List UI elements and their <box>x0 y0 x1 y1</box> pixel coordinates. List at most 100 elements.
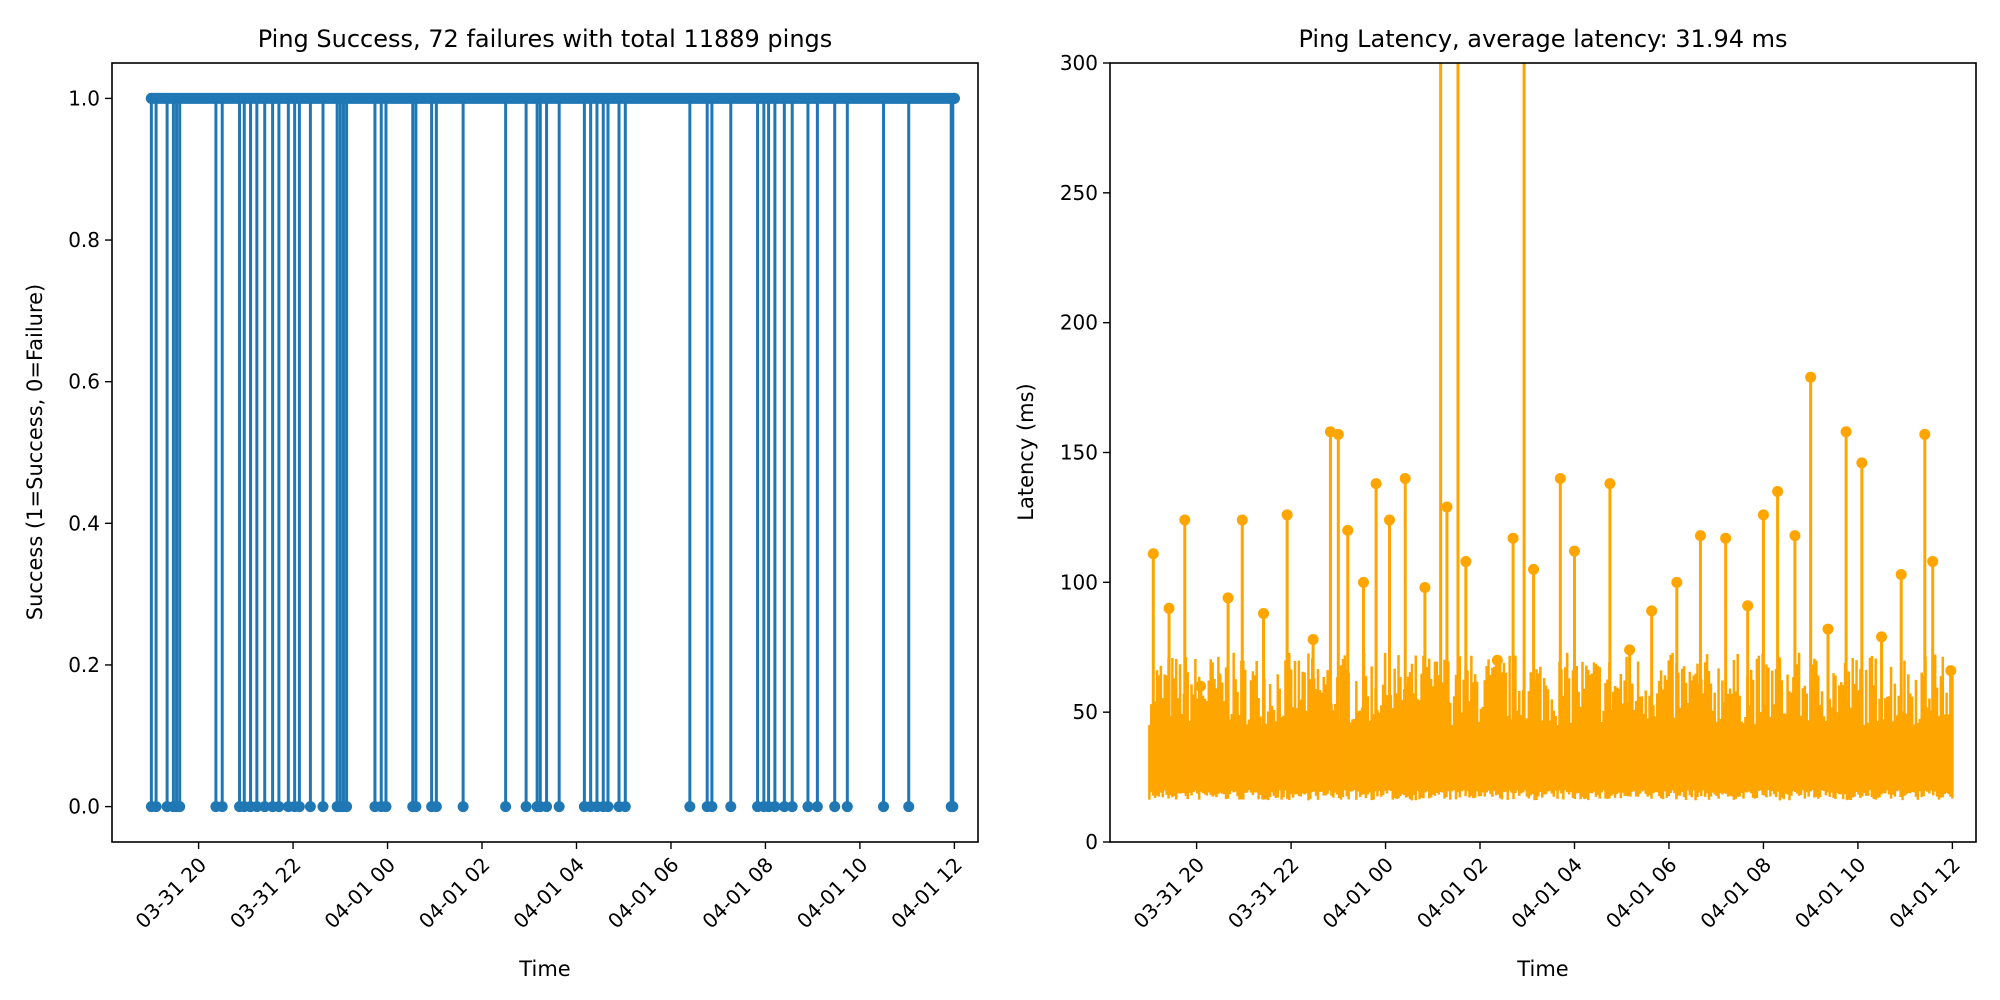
success-x-tick-label: 04-01 02 <box>414 853 495 934</box>
success-axes-frame <box>111 62 979 843</box>
latency-spike-point <box>1919 428 1931 440</box>
latency-y-axis-label: Latency (ms) <box>1014 383 1038 520</box>
failure-point <box>304 801 316 813</box>
latency-y-tick-label: 150 <box>1060 441 1098 465</box>
latency-spike-point <box>1222 592 1234 604</box>
failure-point <box>216 801 228 813</box>
failure-point <box>878 801 890 813</box>
latency-spike-point <box>1840 426 1852 438</box>
latency-y-tick-label: 100 <box>1060 570 1098 594</box>
latency-spike-point <box>1805 371 1817 383</box>
failure-point <box>706 801 718 813</box>
latency-y-tick-label: 200 <box>1060 311 1098 335</box>
latency-chart: 0 50 100 150 200 250 300 03-31 20 03-31 22 04-01… <box>1014 25 1977 981</box>
latency-spike-point <box>1281 509 1293 521</box>
latency-y-tick-label: 300 <box>1060 51 1098 75</box>
latency-spike-point <box>1399 472 1411 484</box>
latency-x-tick-label: 04-01 00 <box>1318 853 1399 934</box>
failure-point <box>619 801 631 813</box>
failure-point <box>174 801 186 813</box>
latency-spike-point <box>1491 654 1503 666</box>
success-x-tick-label: 04-01 08 <box>697 853 778 934</box>
success-x-axis-label: Time <box>518 957 570 981</box>
latency-spike-point <box>1258 607 1270 619</box>
failure-point <box>273 801 285 813</box>
latency-spike-point <box>1358 576 1370 588</box>
failure-point <box>251 801 263 813</box>
failure-point <box>602 801 614 813</box>
failure-point <box>430 801 442 813</box>
success-chart: 0.00.20.40.60.81.0 03-31 20 03-31 22 04-01… <box>23 25 979 981</box>
failure-point <box>786 801 798 813</box>
success-y-axis-label: Success (1=Success, 0=Failure) <box>23 284 47 620</box>
latency-spike-point <box>1163 602 1175 614</box>
latency-spike-point <box>1383 514 1395 526</box>
latency-spike-point <box>1856 457 1868 469</box>
success-y-axis-ticks: 0.0 0.2 0.4 0.6 0.8 1.0 <box>68 86 112 819</box>
latency-spike-point <box>1772 485 1784 497</box>
failure-point <box>841 801 853 813</box>
latency-spike-point <box>1419 582 1431 594</box>
latency-spike-point <box>1927 556 1939 568</box>
latency-spike-point <box>1720 532 1732 544</box>
success-x-axis-ticks: 03-31 20 03-31 22 04-01 00 04-01 02 04-01 04… <box>131 842 967 933</box>
failure-point <box>293 801 305 813</box>
latency-spike-point <box>1342 524 1354 536</box>
latency-spike-point <box>1554 472 1566 484</box>
success-x-tick-label: 04-01 00 <box>320 853 401 934</box>
success-x-tick-label: 04-01 04 <box>508 853 589 934</box>
latency-chart-title: Ping Latency, average latency: 31.94 ms <box>1298 25 1787 53</box>
success-y-tick-label: 0.0 <box>68 795 100 819</box>
latency-y-tick-label: 50 <box>1073 700 1098 724</box>
latency-spike-point <box>1876 631 1888 643</box>
latency-spike-point <box>1441 501 1453 513</box>
failure-point <box>317 801 329 813</box>
success-point <box>948 92 960 104</box>
failure-point <box>380 801 392 813</box>
success-x-tick-label: 04-01 06 <box>603 853 684 934</box>
latency-x-tick-label: 04-01 06 <box>1601 853 1682 934</box>
latency-spike-point <box>1370 478 1382 490</box>
latency-x-axis-label: Time <box>1516 957 1568 981</box>
latency-x-tick-label: 04-01 02 <box>1412 853 1493 934</box>
latency-y-tick-label: 250 <box>1060 181 1098 205</box>
success-y-tick-label: 0.4 <box>68 511 100 535</box>
latency-spike-point <box>1507 532 1519 544</box>
success-series <box>145 92 960 813</box>
failure-point <box>259 801 271 813</box>
latency-spike-point <box>1624 644 1636 656</box>
failure-point <box>150 801 162 813</box>
failure-point <box>341 801 353 813</box>
failure-point <box>829 801 841 813</box>
failure-point <box>553 801 565 813</box>
latency-x-tick-label: 04-01 04 <box>1506 853 1587 934</box>
failure-point <box>457 801 469 813</box>
failure-point <box>520 801 532 813</box>
failure-point <box>725 801 737 813</box>
failure-point <box>769 801 781 813</box>
failure-point <box>802 801 814 813</box>
success-y-tick-label: 0.8 <box>68 228 100 252</box>
latency-x-tick-label: 03-31 22 <box>1223 853 1304 934</box>
success-x-tick-label: 04-01 10 <box>792 853 873 934</box>
success-x-tick-label: 04-01 12 <box>886 853 967 934</box>
failure-point <box>541 801 553 813</box>
latency-spike-point <box>1528 563 1540 575</box>
latency-spike-point <box>1694 530 1706 542</box>
success-y-tick-label: 1.0 <box>68 86 100 110</box>
latency-spike-point <box>1307 633 1319 645</box>
latency-x-tick-label: 04-01 10 <box>1790 853 1871 934</box>
latency-spike-point <box>1895 569 1907 581</box>
latency-spike-point <box>1332 428 1344 440</box>
latency-spike-point <box>1646 605 1658 617</box>
latency-y-tick-label: 0 <box>1085 830 1098 854</box>
latency-spike-point <box>1757 509 1769 521</box>
latency-spike-point <box>1147 548 1159 560</box>
latency-series <box>1147 63 1957 801</box>
latency-spike-point <box>1236 514 1248 526</box>
latency-spike-point <box>1822 623 1834 635</box>
latency-x-axis-ticks: 03-31 20 03-31 22 04-01 00 04-01 02 04-01 04… <box>1129 842 1965 933</box>
latency-spike-point <box>1460 556 1472 568</box>
latency-spike-point <box>1179 514 1191 526</box>
